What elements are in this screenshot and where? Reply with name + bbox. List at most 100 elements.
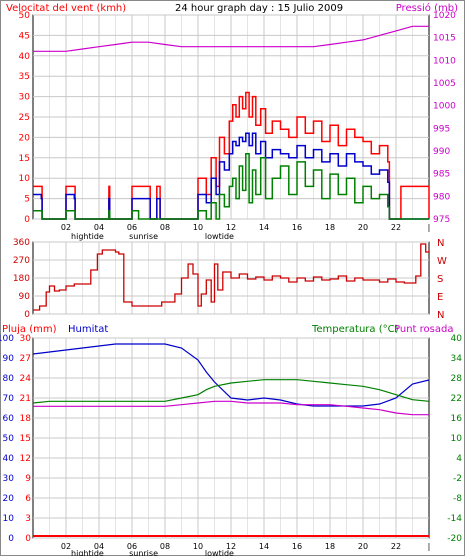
temperature-y-tick-label: 28 [451,374,463,384]
humidity-y-tick-label: 50 [3,434,15,444]
compass-tick-label: S [437,274,443,285]
compass-tick-label: W [437,256,447,267]
direction-y-tick-label: 90 [19,292,31,302]
humidity-y-tick-label: 80 [3,374,15,384]
direction-y-tick-label: 360 [13,238,30,248]
wind-y-tick-label: 40 [19,52,31,62]
humidity-y-tick-label: 20 [3,494,15,504]
wind-x-tick-label: 12 [226,223,236,232]
humidity-x-tick-label: 18 [325,542,335,551]
pressure-series-line [33,25,429,52]
wind-x-tick-label: 20 [358,223,368,232]
rain-y-tick-label: 9 [25,474,31,484]
humidity-y-tick-label: 0 [8,534,14,544]
wind-x-tick-label: 22 [391,223,401,232]
wind-y-tick-label: 35 [19,72,30,82]
wind-x-tick-label: 06 [127,223,137,232]
pressure-y-tick-label: 1010 [433,56,456,66]
humidity-series-line [32,343,430,407]
rain-y-tick-label: 0 [25,534,31,544]
pressure-label: Pressió (mb) [396,2,458,14]
rain-y-tick-label: 21 [20,394,31,404]
pressure-y-tick-label: 1005 [433,79,456,89]
dewpoint-label: Punt rosada [394,324,453,335]
compass-tick-label: N [437,310,444,321]
wind-y-tick-label: 45 [19,31,30,41]
wind-x-tick-label: 18 [325,223,335,232]
grid-lines [33,14,429,539]
direction-series-line [33,243,430,311]
pressure-y-tick-label: 1020 [433,11,456,21]
temperature-y-tick-label: -2 [453,474,462,484]
temperature-y-tick-label: 16 [451,414,463,424]
wind-x-tick-label: 02 [61,223,71,232]
temperature-y-tick-label: 10 [451,434,463,444]
wind-y-tick-label: 15 [19,154,30,164]
rain-label: Pluja (mm) [2,324,57,335]
direction-y-tick-label: 180 [13,274,30,284]
rain-y-tick-label: 12 [20,454,31,464]
wind-x-annotation: sunrise [129,232,158,241]
wind-speed-label: Velocitat del vent (kmh) [6,3,126,14]
series-layer [32,25,430,537]
temperature-y-tick-label: -20 [447,534,462,544]
wind-x-tick-label: | [428,223,431,232]
humidity-x-annotation: lowtide [205,549,234,556]
humidity-y-tick-label: 70 [3,394,15,404]
chart-title: 24 hour graph day : 15 Julio 2009 [175,3,343,14]
rain-y-tick-label: 27 [20,354,31,364]
temperature-y-tick-label: 40 [451,334,463,344]
humidity-x-tick-label: 10 [193,542,203,551]
compass-tick-label: E [437,292,443,303]
temperature-y-tick-label: 34 [451,354,463,364]
humidity-x-tick-label: 04 [94,542,104,551]
humidity-x-annotation: hightide [71,549,104,556]
wind-x-tick-label: 08 [160,223,170,232]
labels-layer: 0510152025303540455097598098599099510001… [0,11,463,558]
pressure-y-tick-label: 1015 [433,34,456,44]
rain-y-tick-label: 24 [20,374,32,384]
humidity-y-tick-label: 90 [3,354,15,364]
temperature-series-line [32,379,430,404]
wind-y-tick-label: 20 [19,133,31,143]
wind-y-tick-label: 10 [19,174,31,184]
temperature-y-tick-label: 4 [456,454,462,464]
lull-series-line [33,152,429,220]
humidity-x-tick-label: | [428,542,431,551]
humidity-y-tick-label: 30 [3,474,15,484]
wind-x-tick-label: 04 [94,223,104,232]
rain-y-tick-label: 3 [25,514,31,524]
humidity-x-annotation: sunrise [129,549,158,556]
wind-x-annotation: hightide [71,232,104,241]
wind-y-tick-label: 30 [19,93,31,103]
wind-x-tick-label: 10 [193,223,203,232]
humidity-x-tick-label: 12 [226,542,236,551]
temperature-y-tick-label: -14 [447,514,462,524]
rain-y-tick-label: 6 [25,494,31,504]
temperature-label: Temperatura (°C) [311,324,399,335]
pressure-y-tick-label: 1000 [433,102,456,112]
humidity-label: Humitat [68,324,108,335]
wind-x-tick-label: 16 [292,223,302,232]
humidity-x-tick-label: 14 [259,542,269,551]
pressure-y-tick-label: 980 [433,192,450,202]
pressure-y-tick-label: 990 [433,147,450,157]
wind-x-annotation: lowtide [205,232,234,241]
pressure-y-tick-label: 985 [433,170,450,180]
wind-y-tick-label: 25 [19,113,30,123]
rain-y-tick-label: 18 [20,414,32,424]
humidity-y-tick-label: 100 [0,334,14,344]
wind-y-tick-label: 0 [24,215,30,225]
dewpoint-series-line [33,400,429,416]
humidity-y-tick-label: 40 [3,454,15,464]
temperature-y-tick-label: -8 [453,494,462,504]
direction-y-tick-label: 270 [13,256,30,266]
humidity-y-tick-label: 10 [3,514,15,524]
humidity-x-tick-label: 20 [358,542,368,551]
humidity-x-tick-label: 22 [391,542,401,551]
wind-y-tick-label: 5 [24,195,30,205]
direction-y-tick-label: 0 [24,310,30,320]
humidity-x-tick-label: 16 [292,542,302,551]
wind-x-tick-label: 14 [259,223,269,232]
